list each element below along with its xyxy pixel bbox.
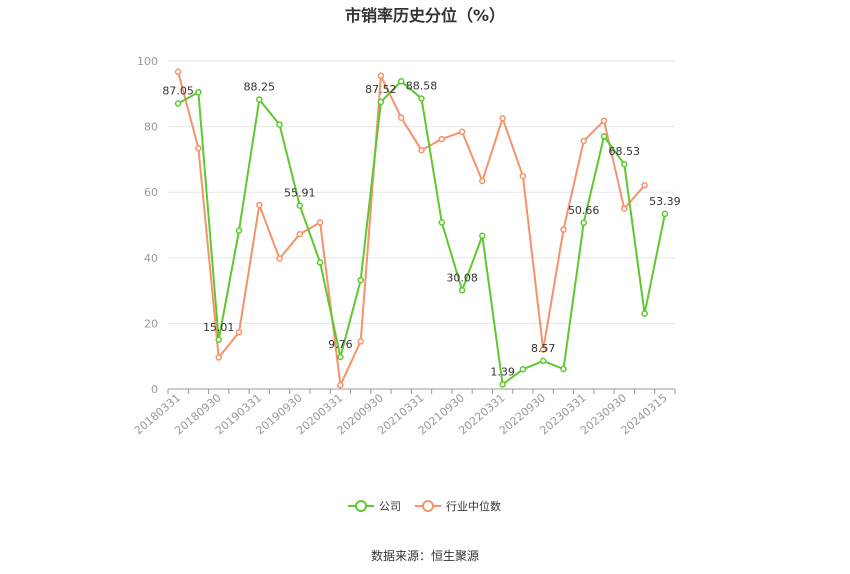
data-point-company[interactable] xyxy=(458,287,466,294)
data-point-industry-median[interactable] xyxy=(357,338,364,345)
data-point-company[interactable] xyxy=(418,95,425,102)
data-point-company[interactable] xyxy=(661,210,669,218)
y-tick-label: 40 xyxy=(144,252,158,265)
data-point-industry-median[interactable] xyxy=(276,255,283,262)
data-label: 8.57 xyxy=(531,342,556,355)
data-point-industry-median[interactable] xyxy=(560,226,567,233)
data-label: 68.53 xyxy=(609,145,641,158)
data-point-company[interactable] xyxy=(235,227,243,234)
data-point-industry-median[interactable] xyxy=(539,346,547,353)
data-point-industry-median[interactable] xyxy=(479,177,486,185)
legend-label-industry-median: 行业中位数 xyxy=(446,499,501,513)
series-line-industry-median xyxy=(177,71,646,389)
y-tick-label: 100 xyxy=(137,55,158,68)
data-point-industry-median[interactable] xyxy=(174,68,182,76)
data-point-company[interactable] xyxy=(397,78,405,85)
data-labels: 87.05 15.01 88.25 55.91 9.76 87.52 88.58 30.08 1… xyxy=(162,80,680,379)
data-point-industry-median[interactable] xyxy=(458,128,466,136)
data-point-company[interactable] xyxy=(600,133,608,140)
data-point-company[interactable] xyxy=(276,121,283,128)
legend-marker-company xyxy=(355,500,367,512)
legend-label-company: 公司 xyxy=(379,500,401,513)
data-label: 53.39 xyxy=(649,195,681,208)
data-label: 30.08 xyxy=(446,271,478,284)
data-label: 88.25 xyxy=(244,81,276,94)
grid xyxy=(168,60,675,324)
data-point-industry-median[interactable] xyxy=(377,72,385,80)
data-point-company[interactable] xyxy=(641,310,648,317)
data-point-company[interactable] xyxy=(621,160,628,168)
y-tick-label: 60 xyxy=(144,186,158,199)
data-point-industry-median[interactable] xyxy=(580,137,587,145)
data-point-industry-median[interactable] xyxy=(397,114,405,121)
data-point-company[interactable] xyxy=(316,259,324,266)
data-point-company[interactable] xyxy=(539,357,547,365)
data-label: 15.01 xyxy=(203,321,235,334)
series-company xyxy=(174,78,669,388)
data-point-industry-median[interactable] xyxy=(337,381,344,389)
data-point-industry-median[interactable] xyxy=(316,219,324,226)
data-point-industry-median[interactable] xyxy=(418,146,425,154)
data-point-company[interactable] xyxy=(438,219,446,226)
data-label: 9.76 xyxy=(328,338,353,351)
data-label: 87.52 xyxy=(365,83,397,96)
source-note: 数据来源：恒生聚源 xyxy=(371,548,479,563)
data-point-industry-median[interactable] xyxy=(296,230,304,238)
data-point-company[interactable] xyxy=(215,336,222,344)
data-point-company[interactable] xyxy=(519,366,527,373)
legend-marker-industry-median xyxy=(422,500,434,512)
data-point-industry-median[interactable] xyxy=(621,205,628,212)
data-point-company[interactable] xyxy=(580,219,587,227)
legend-item-company[interactable]: 公司 xyxy=(348,500,401,513)
y-tick-label: 0 xyxy=(151,383,158,396)
data-point-industry-median[interactable] xyxy=(235,329,243,336)
data-point-company[interactable] xyxy=(377,98,385,106)
data-point-industry-median[interactable] xyxy=(641,182,648,189)
series-industry-median xyxy=(174,68,648,389)
data-point-company[interactable] xyxy=(357,276,364,284)
data-label: 55.91 xyxy=(284,187,316,200)
data-label: 87.05 xyxy=(162,85,194,98)
data-point-industry-median[interactable] xyxy=(215,354,222,361)
data-point-company[interactable] xyxy=(296,202,304,209)
data-point-industry-median[interactable] xyxy=(195,144,202,152)
x-axis: 2018033120180930201903312019093020200331… xyxy=(132,388,676,437)
chart-title: 市销率历史分位（%） xyxy=(345,6,505,25)
legend-item-industry-median[interactable]: 行业中位数 xyxy=(415,499,501,513)
y-axis: 0 20 40 60 80 100 xyxy=(137,55,158,396)
data-point-company[interactable] xyxy=(499,381,506,388)
data-point-company[interactable] xyxy=(174,100,182,107)
data-label: 88.58 xyxy=(406,80,438,93)
series-layer xyxy=(174,68,669,389)
data-point-company[interactable] xyxy=(195,88,202,96)
data-label: 1.39 xyxy=(490,365,515,378)
y-tick-label: 80 xyxy=(144,121,158,134)
data-point-company[interactable] xyxy=(560,365,567,373)
data-label: 50.66 xyxy=(568,204,600,217)
data-point-company[interactable] xyxy=(337,353,344,361)
data-point-company[interactable] xyxy=(256,96,263,103)
y-tick-label: 20 xyxy=(144,317,158,330)
data-point-industry-median[interactable] xyxy=(256,201,263,209)
data-point-industry-median[interactable] xyxy=(499,115,506,122)
data-point-industry-median[interactable] xyxy=(600,117,608,124)
data-point-industry-median[interactable] xyxy=(438,135,446,143)
data-point-company[interactable] xyxy=(479,232,486,240)
legend: 公司 行业中位数 xyxy=(348,499,501,513)
data-point-industry-median[interactable] xyxy=(519,172,527,180)
